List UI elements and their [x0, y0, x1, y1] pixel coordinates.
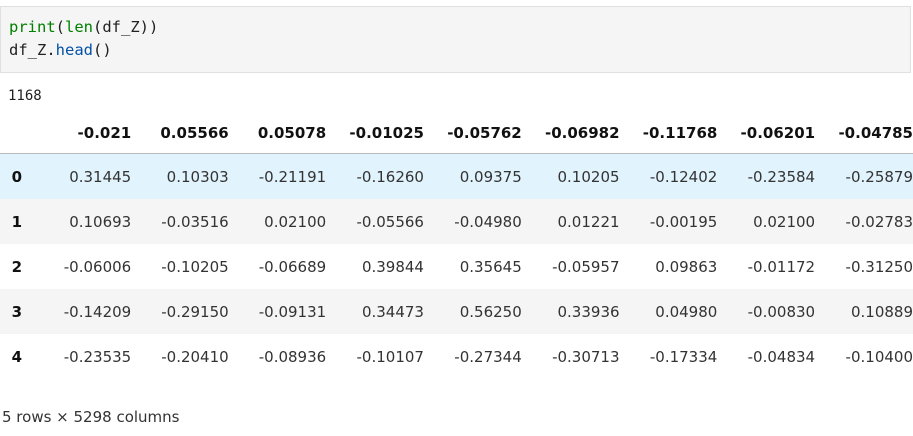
table-cell: -0.17334 — [649, 347, 718, 366]
row-index: 3 — [11, 302, 23, 321]
dataframe-shape: 5 rows × 5298 columns — [2, 408, 180, 426]
code-paren: ( — [55, 18, 66, 36]
table-cell: -0.16260 — [356, 167, 424, 186]
table-cell: 0.33936 — [557, 302, 620, 321]
table-cell: -0.21191 — [258, 167, 327, 186]
table-cell: -0.30713 — [552, 347, 620, 366]
table-cell: -0.23535 — [63, 347, 132, 366]
table-cell: -0.12402 — [649, 167, 718, 186]
table-cell: -0.20410 — [161, 347, 229, 366]
row-index: 1 — [11, 212, 23, 231]
table-cell: 0.10889 — [850, 302, 913, 321]
column-header: 0.05078 — [228, 113, 327, 154]
table-cell: -0.25879 — [845, 167, 913, 186]
table-cell: -0.01172 — [747, 257, 816, 276]
table-cell: -0.00830 — [747, 302, 816, 321]
code-method: head — [55, 41, 93, 59]
table-cell: -0.31250 — [845, 257, 913, 276]
stdout-output: 1168 — [8, 88, 42, 104]
code-len: len — [65, 18, 94, 36]
table-row: 3 -0.14209 -0.29150 -0.09131 0.34473 0.56250 0… — [0, 289, 913, 334]
table-cell: -0.27344 — [454, 347, 522, 366]
table-row: 2 -0.06006 -0.10205 -0.06689 0.39844 0.35645 -… — [0, 244, 913, 289]
column-header: -0.11768 — [619, 113, 718, 154]
table-cell: -0.23584 — [747, 167, 816, 186]
table-cell: -0.29150 — [161, 302, 229, 321]
table-cell: -0.03516 — [161, 212, 229, 231]
table-cell: 0.39844 — [361, 257, 424, 276]
table-row: 4 -0.23535 -0.20410 -0.08936 -0.10107 -0.2734… — [0, 334, 913, 379]
code-print: print — [9, 18, 56, 36]
column-header: -0.01025 — [326, 113, 424, 154]
table-cell: -0.10400 — [845, 347, 913, 366]
table-cell: -0.10107 — [356, 347, 424, 366]
column-header: -0.04785 — [815, 113, 913, 154]
table-cell: 0.34473 — [361, 302, 424, 321]
table-cell: 0.10205 — [557, 167, 620, 186]
code-args2: () — [93, 41, 112, 59]
column-header: -0.06201 — [717, 113, 816, 154]
table-cell: -0.09131 — [258, 302, 327, 321]
table-cell: -0.00195 — [649, 212, 718, 231]
row-index: 2 — [11, 257, 23, 276]
row-index: 4 — [11, 347, 23, 366]
table-cell: 0.02100 — [753, 212, 816, 231]
column-header: -0.06982 — [521, 113, 620, 154]
table-cell: 0.10693 — [69, 212, 132, 231]
table-cell: -0.08936 — [258, 347, 327, 366]
table-cell: 0.01221 — [557, 212, 620, 231]
table-cell: 0.31445 — [69, 167, 132, 186]
table-cell: 0.10303 — [166, 167, 229, 186]
row-index: 0 — [11, 167, 23, 186]
table-row: 1 0.10693 -0.03516 0.02100 -0.05566 -0.04980 0… — [0, 199, 913, 244]
table-row: 0 0.31445 0.10303 -0.21191 -0.16260 0.09375 0.… — [0, 153, 913, 199]
table-cell: 0.35645 — [459, 257, 522, 276]
table-cell: -0.04980 — [454, 212, 522, 231]
table-cell: -0.04834 — [747, 347, 816, 366]
column-header: -0.021 — [33, 113, 132, 154]
table-cell: 0.09375 — [459, 167, 522, 186]
table-cell: 0.02100 — [264, 212, 327, 231]
code-obj: df_Z. — [9, 41, 56, 59]
index-header — [0, 113, 34, 154]
table-cell: 0.09863 — [655, 257, 718, 276]
table-cell: -0.05566 — [356, 212, 424, 231]
table-cell: -0.05957 — [552, 257, 620, 276]
dataframe-table: -0.021 0.05566 0.05078 -0.01025 -0.05762 -0.0… — [0, 113, 913, 379]
table-cell: -0.14209 — [63, 302, 132, 321]
code-cell[interactable]: print(len(df_Z)) df_Z.head() — [0, 6, 911, 73]
table-cell: 0.56250 — [459, 302, 522, 321]
code-args: (df_Z)) — [93, 18, 159, 36]
table-cell: 0.04980 — [655, 302, 718, 321]
column-header: -0.05762 — [423, 113, 522, 154]
column-header: 0.05566 — [131, 113, 229, 154]
table-cell: -0.02783 — [845, 212, 913, 231]
table-cell: -0.06006 — [63, 257, 132, 276]
header-row: -0.021 0.05566 0.05078 -0.01025 -0.05762 -0.0… — [0, 113, 913, 154]
table-cell: -0.06689 — [258, 257, 327, 276]
table-cell: -0.10205 — [161, 257, 229, 276]
